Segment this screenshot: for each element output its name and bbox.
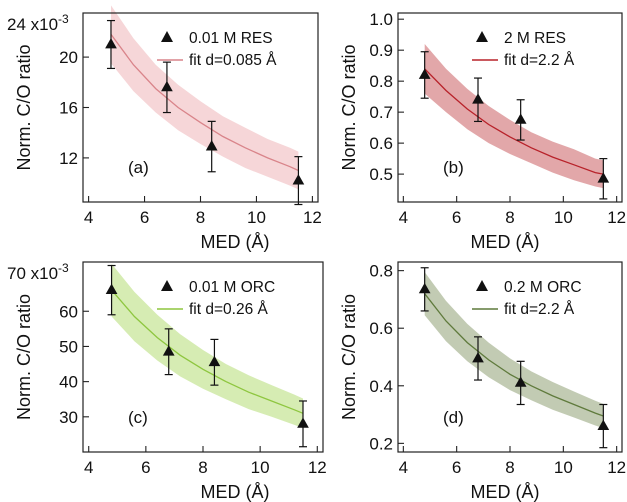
x-tick-label: 6	[141, 458, 150, 477]
chart-panel-1: 4 6 8 10 12 12 16 20 24 x10-3 MED (Å) Norm. C/O ra…	[7, 5, 322, 252]
x-tick-label: 8	[505, 208, 514, 227]
y-tick-label: 16	[59, 99, 78, 118]
fit-band	[424, 272, 604, 429]
y-tick-label: 0.2	[369, 434, 393, 453]
x-axis-label: MED (Å)	[471, 482, 540, 502]
data-point	[597, 419, 610, 430]
x-axis-label: MED (Å)	[201, 482, 270, 502]
data-point	[105, 283, 118, 295]
legend-marker	[161, 280, 173, 291]
data-point	[297, 417, 309, 428]
y-multiplier-label: 24 x10-3	[7, 12, 69, 34]
x-tick-label: 4	[399, 458, 408, 477]
data-point	[514, 113, 527, 124]
data-point	[105, 38, 117, 49]
x-tick-label: 10	[554, 458, 573, 477]
y-tick-label: 0.9	[369, 41, 393, 60]
x-tick-label: 4	[399, 208, 408, 227]
fit-band	[111, 5, 299, 190]
panel-label: (a)	[128, 158, 149, 177]
x-tick-label: 12	[303, 208, 322, 227]
y-tick-label: 30	[59, 408, 78, 427]
y-tick-label: 50	[59, 337, 78, 356]
legend-fit-label: fit d=2.2 Å	[504, 301, 575, 318]
data-point	[205, 140, 218, 151]
x-tick-label: 8	[505, 458, 514, 477]
data-point	[597, 172, 610, 183]
y-tick-label: 60	[59, 302, 78, 321]
legend-series-label: 0.01 M RES	[189, 30, 273, 47]
x-tick-label: 10	[247, 208, 266, 227]
legend-fit-label: fit d=0.26 Å	[189, 301, 269, 318]
x-tick-label: 12	[308, 458, 327, 477]
y-tick-label: 0.5	[369, 165, 393, 184]
data-point	[208, 355, 221, 367]
x-tick-label: 10	[554, 208, 573, 227]
y-axis-label: Norm. C/O ratio	[339, 294, 359, 420]
y-tick-label: 0.8	[369, 72, 393, 91]
data-point	[418, 282, 431, 294]
x-tick-label: 12	[607, 458, 626, 477]
y-multiplier-label: 70 x10-3	[7, 261, 69, 283]
x-tick-label: 6	[452, 458, 461, 477]
y-tick-label: 0.8	[369, 262, 393, 281]
data-point	[472, 93, 484, 104]
panel-label: (d)	[443, 408, 464, 427]
y-axis-label: Norm. C/O ratio	[14, 44, 34, 170]
x-tick-label: 10	[251, 458, 270, 477]
y-tick-label: 40	[59, 373, 78, 392]
y-axis-label: Norm. C/O ratio	[339, 44, 359, 170]
data-point	[292, 174, 305, 185]
panel-label: (c)	[128, 408, 148, 427]
x-tick-label: 8	[196, 208, 205, 227]
y-tick-label: 0.7	[369, 103, 393, 122]
fit-band	[424, 44, 604, 189]
x-axis-label: MED (Å)	[471, 232, 540, 252]
data-point	[514, 376, 527, 387]
x-tick-label: 6	[140, 208, 149, 227]
x-tick-label: 8	[198, 458, 207, 477]
y-tick-label: 20	[59, 48, 78, 67]
y-tick-label: 1.0	[369, 10, 393, 29]
y-axis-label: Norm. C/O ratio	[14, 294, 34, 420]
y-tick-label: 12	[59, 149, 78, 168]
fit-band	[111, 263, 303, 429]
legend-series-label: 2 M RES	[504, 30, 566, 47]
legend-series-label: 0.2 M ORC	[504, 279, 582, 296]
x-tick-label: 4	[84, 208, 93, 227]
x-tick-label: 4	[84, 458, 93, 477]
y-multiplier-exponent: -3	[58, 12, 69, 26]
y-tick-label: 0.4	[369, 377, 393, 396]
x-tick-label: 12	[607, 208, 626, 227]
legend-fit-label: fit d=0.085 Å	[189, 52, 277, 69]
y-tick-label: 0.6	[369, 134, 393, 153]
x-axis-label: MED (Å)	[201, 232, 270, 252]
panel-label: (b)	[443, 158, 464, 177]
data-point	[162, 345, 175, 356]
data-point	[472, 351, 484, 363]
chart-panel-4: 4 6 8 10 12 0.2 0.4 0.6 0.8 MED (Å) Norm. C/O rati…	[339, 261, 626, 502]
legend-marker	[476, 280, 488, 291]
legend-marker	[161, 31, 173, 42]
data-point	[161, 80, 173, 92]
chart-panel-2: 4 6 8 10 12 0.5 0.6 0.7 0.8 0.9 1.0 MED (Å) Norm. C/…	[339, 10, 626, 252]
x-tick-label: 6	[452, 208, 461, 227]
legend-marker	[476, 31, 488, 42]
chart-panel-3: 4 6 8 10 12 30 40 50 60 70 x10-3 MED (Å) Norm. C/O …	[7, 261, 327, 502]
fit-line	[424, 68, 604, 175]
legend-fit-label: fit d=2.2 Å	[504, 52, 575, 69]
y-tick-label: 0.6	[369, 319, 393, 338]
legend-series-label: 0.01 M ORC	[189, 279, 275, 296]
data-point	[418, 68, 431, 79]
y-multiplier-exponent: -3	[58, 261, 69, 275]
